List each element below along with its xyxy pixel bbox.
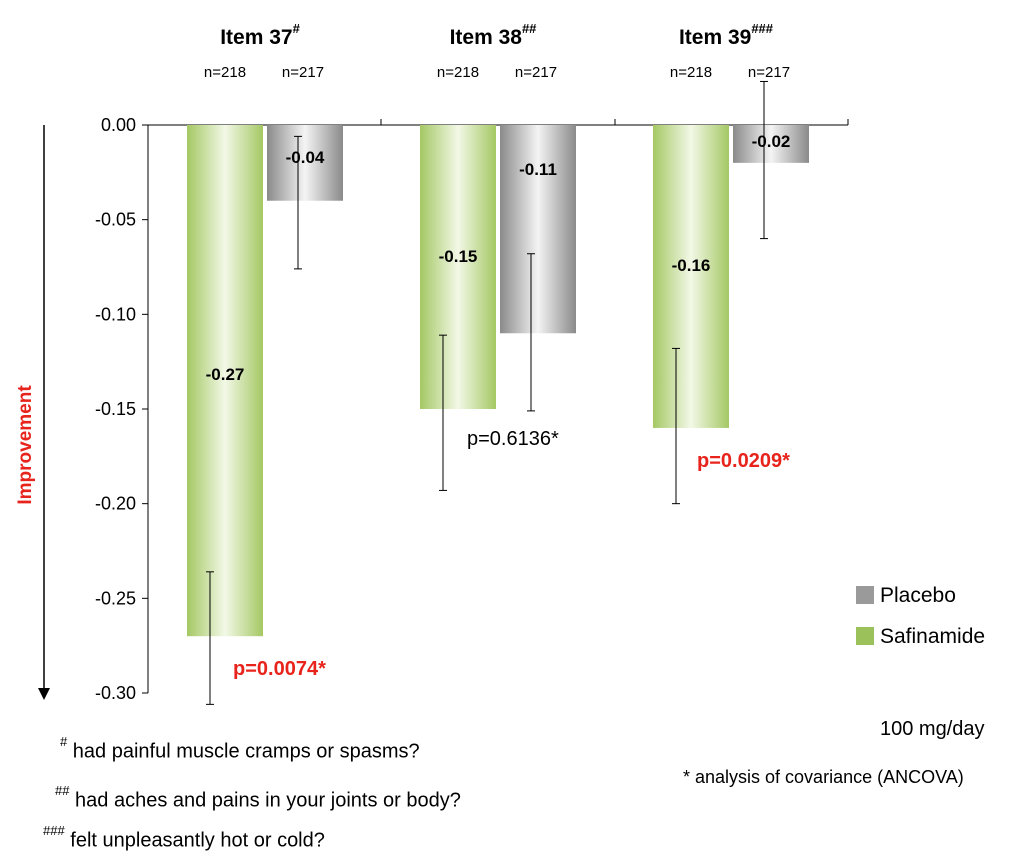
y-tick-label: -0.20 [95,494,136,514]
footnote-mark: ## [55,783,70,798]
footnote-text: had painful muscle cramps or spasms? [72,740,420,763]
safinamide-bar [187,125,263,637]
n-label: n=217 [748,64,790,81]
placebo-bar [267,125,343,201]
placebo-bar [500,125,576,334]
n-label: n=218 [670,64,712,81]
n-label: n=218 [204,64,246,81]
footnote-mark: # [60,734,68,749]
bar-value-label: -0.04 [286,148,325,167]
bar-value-label: -0.15 [439,247,478,266]
n-label: n=217 [282,64,324,81]
y-tick-label: 0.00 [101,115,136,135]
footnote-text: had aches and pains in your joints or bo… [75,789,461,812]
y-tick-label: -0.05 [95,210,136,230]
bar-value-label: -0.16 [672,256,711,275]
legend-swatch [856,627,874,645]
footnote-mark: ### [43,823,65,838]
p-value-label: p=0.0074* [233,658,326,680]
arrow-down-icon [38,688,50,700]
y-axis-title: Improvement [15,385,36,505]
bar-value-label: -0.27 [206,365,245,384]
safinamide-bar [653,125,729,428]
y-tick-label: -0.30 [95,683,136,703]
safinamide-bar [420,125,496,409]
legend-label: Placebo [880,584,956,607]
footnote-37: # had painful muscle cramps or spasms? [60,734,420,764]
legend-swatch [856,586,874,604]
y-tick-label: -0.15 [95,399,136,419]
method-note: * analysis of covariance (ANCOVA) [683,767,964,787]
category-label: Item 38## [450,21,538,49]
footnote-38: ## had aches and pains in your joints or… [55,783,461,813]
footnote-39: ### felt unpleasantly hot or cold? [43,823,325,853]
category-label: Item 39### [679,21,774,49]
y-tick-label: -0.10 [95,304,136,324]
footnote-text: felt unpleasantly hot or cold? [70,829,325,852]
y-tick-label: -0.25 [95,588,136,608]
p-value-label: p=0.6136* [467,428,559,450]
legend-label: Safinamide [880,625,985,648]
category-label: Item 37# [220,21,300,49]
dose-note: 100 mg/day [880,718,985,740]
n-label: n=218 [437,64,479,81]
bar-value-label: -0.02 [752,132,791,151]
n-label: n=217 [515,64,557,81]
placebo-bar [733,125,809,163]
p-value-label: p=0.0209* [697,450,790,472]
bar-value-label: -0.11 [519,160,557,179]
